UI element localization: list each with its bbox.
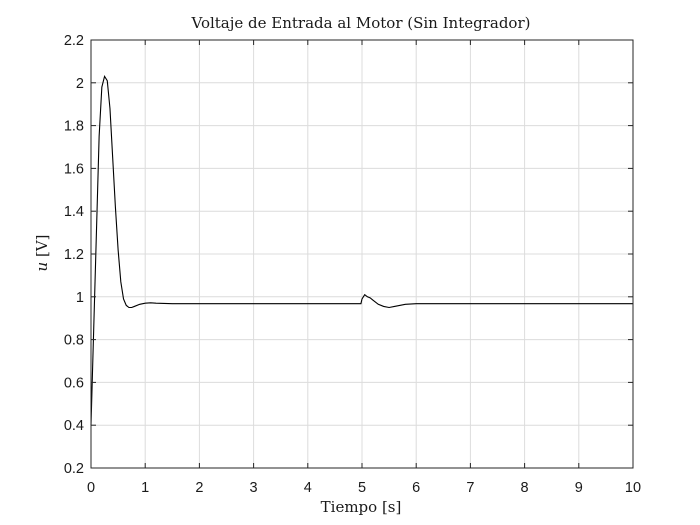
x-tick-label: 5: [358, 480, 366, 496]
x-tick-label: 6: [412, 480, 420, 496]
y-tick-label: 2: [76, 76, 84, 92]
series: [90, 75, 633, 426]
x-tick-label: 3: [250, 480, 258, 496]
x-tick-label: 7: [466, 480, 474, 496]
y-tick-label: 0.6: [64, 375, 84, 391]
y-tick-label: 1.8: [64, 119, 84, 135]
x-tick-label: 1: [141, 480, 149, 496]
y-axis-label: u [V]: [33, 235, 51, 272]
y-tick-label: 1.2: [64, 247, 84, 263]
x-tick-label: 4: [304, 480, 312, 496]
x-tick-label: 10: [625, 480, 641, 496]
x-tick-label: 0: [87, 480, 95, 496]
x-tick-label: 8: [521, 480, 529, 496]
chart-title: Voltaje de Entrada al Motor (Sin Integra…: [191, 14, 531, 32]
y-axis-label-unit: [V]: [33, 235, 51, 262]
x-tick-label: 9: [575, 480, 583, 496]
y-tick-label: 1.4: [64, 204, 84, 220]
x-tick-labels: 0 1 2 3 4 5 6 7 8 9 10: [87, 480, 641, 496]
x-tick-label: 2: [195, 480, 203, 496]
y-tick-labels: 0.2 0.4 0.6 0.8 1 1.2 1.4 1.6 1.8 2 2.2: [64, 33, 84, 477]
y-tick-label: 1: [76, 290, 84, 306]
tick-marks: [90, 39, 634, 469]
y-tick-label: 1.6: [64, 161, 84, 177]
y-tick-label: 0.2: [64, 461, 84, 477]
y-axis-label-var: u: [33, 262, 51, 272]
y-tick-label: 0.8: [64, 333, 84, 349]
y-tick-label: 0.4: [64, 418, 84, 434]
grid: [91, 40, 633, 468]
series-line: [90, 75, 633, 426]
y-tick-label: 2.2: [64, 33, 84, 49]
x-axis-label: Tiempo [s]: [321, 498, 402, 516]
